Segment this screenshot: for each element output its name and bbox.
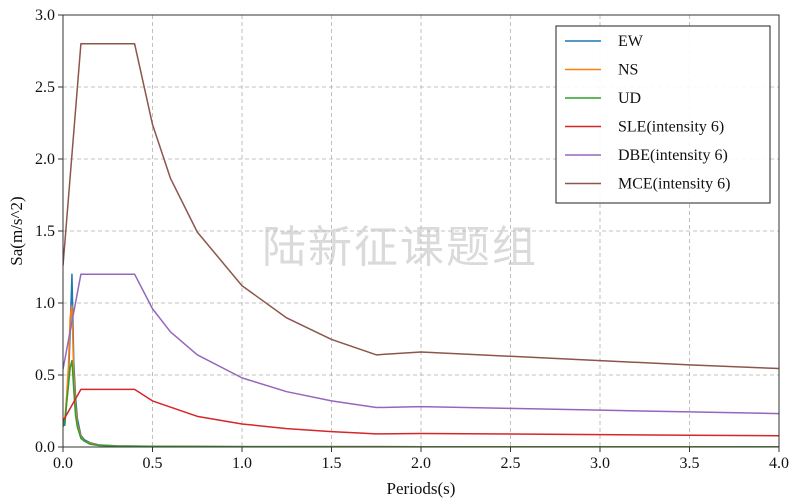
series-line-dbe xyxy=(63,273,779,415)
x-tick-label: 3.0 xyxy=(590,455,610,472)
legend-label: NS xyxy=(618,62,638,79)
legend-label: DBE(intensity 6) xyxy=(618,147,728,164)
legend-box xyxy=(555,25,771,204)
legend-label: SLE(intensity 6) xyxy=(618,119,724,136)
watermark-text: 陆新征课题组 xyxy=(262,223,538,272)
y-tick-label: 2.5 xyxy=(35,79,55,96)
legend: EW NS UD SLE(intensity 6) DBE(intensity 6) MC… xyxy=(555,25,771,204)
legend-label: MCE(intensity 6) xyxy=(618,176,730,193)
x-tick-label: 0.5 xyxy=(143,455,163,472)
x-tick-label: 0.0 xyxy=(53,455,73,472)
x-tick-label: 2.0 xyxy=(411,455,431,472)
y-tick-label: 1.0 xyxy=(35,295,55,312)
x-tick-label: 4.0 xyxy=(769,455,789,472)
x-tick-label: 3.5 xyxy=(680,455,700,472)
series-line-mce xyxy=(63,43,779,370)
series-line-ns xyxy=(63,305,779,447)
axis-ticks: 0.0 0.5 1.0 1.5 2.0 2.5 3.0 3.5 4.0 0.0 0.5 1.0 1.5 2… xyxy=(35,7,789,472)
series-lines xyxy=(63,43,779,447)
y-tick-label: 1.5 xyxy=(35,223,55,240)
y-axis-label: Sa(m/s^2) xyxy=(7,196,26,265)
series-line-ud xyxy=(63,359,779,447)
x-axis-label: Periods(s) xyxy=(387,479,456,498)
legend-label: UD xyxy=(618,90,641,107)
y-tick-label: 3.0 xyxy=(35,7,55,24)
legend-label: EW xyxy=(618,33,644,50)
y-tick-label: 0.5 xyxy=(35,367,55,384)
x-tick-label: 1.0 xyxy=(232,455,252,472)
x-tick-label: 1.5 xyxy=(322,455,342,472)
y-tick-label: 2.0 xyxy=(35,151,55,168)
x-tick-label: 2.5 xyxy=(501,455,521,472)
series-line-sle xyxy=(63,388,779,437)
y-tick-label: 0.0 xyxy=(35,439,55,456)
